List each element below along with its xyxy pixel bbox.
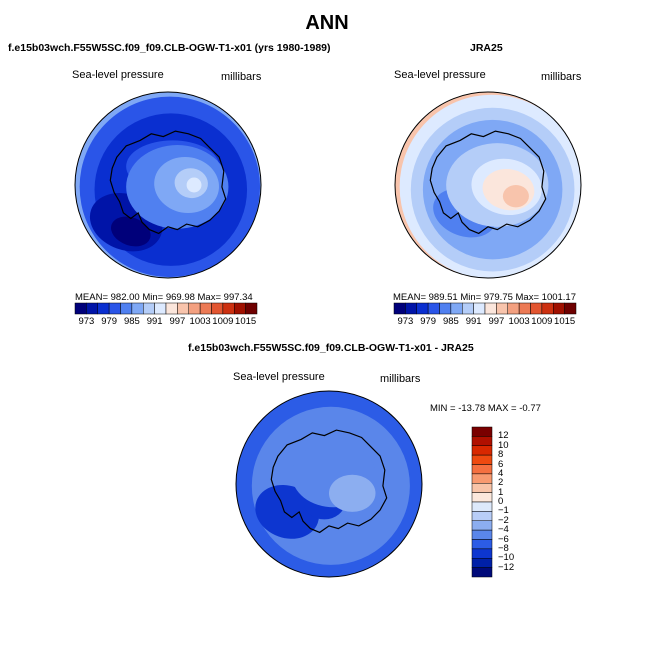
panel-3-cbar-box-7 <box>471 492 493 503</box>
panel-3-contour-5 <box>329 474 376 512</box>
panel-3-cbar-tick-label: −2 <box>498 514 509 526</box>
panel-3-cbar-box-13 <box>471 548 493 559</box>
panel-3-map-border <box>235 390 423 578</box>
panel-3-cbar-tick-label: 1 <box>498 486 504 498</box>
panel-3-cbar-box-4 <box>471 464 493 475</box>
panel-1-cbar-tick-label: 1009 <box>212 316 234 327</box>
panel-3-units-label: millibars <box>380 373 421 385</box>
panel-1-cbar-tick-label: 1003 <box>189 316 211 327</box>
panel-1-cbar-tick-label: 973 <box>78 316 95 327</box>
panel-3-cbar-box-2 <box>471 445 493 456</box>
panel-3-cbar-box-5 <box>471 473 493 484</box>
panel-1-stats: MEAN= 982.00 Min= 969.98 Max= 997.34 <box>75 292 253 303</box>
panel-3-cbar-box-12 <box>471 539 493 550</box>
panel-2-title: JRA25 <box>470 42 503 54</box>
panel-2-cbar-tick-label: 1015 <box>554 316 576 327</box>
panel-1-cbar-tick-label: 997 <box>169 316 186 327</box>
panel-2-map-border <box>394 91 582 279</box>
panel-3-cbar-box-9 <box>471 511 493 521</box>
panel-1-cbar-tick-label: 979 <box>101 316 118 327</box>
panel-3-contour-2 <box>255 485 320 539</box>
panel-3-cbar-box-11 <box>471 529 493 540</box>
panel-3-cbar-tick-label: 12 <box>498 430 509 442</box>
panel-2-cbar-box-15 <box>564 302 577 315</box>
panel-3-cbar-tick-label: −12 <box>498 561 515 573</box>
panel-1-variable-label: Sea-level pressure <box>72 69 164 81</box>
panel-1-cbar-tick-label: 1015 <box>235 316 257 327</box>
panel-2-stats: MEAN= 989.51 Min= 979.75 Max= 1001.17 <box>393 292 576 303</box>
panel-3-cbar-tick-label: −6 <box>498 533 509 545</box>
panel-2-cbar-tick-label: 1009 <box>531 316 553 327</box>
panel-3-cbar-tick-label: −4 <box>498 524 509 536</box>
panel-3-cbar-tick-label: −1 <box>498 505 509 517</box>
panel-3-cbar-box-10 <box>471 520 493 531</box>
panel-3-cbar-box-1 <box>471 436 493 446</box>
panel-2-cbar-tick-label: 1003 <box>508 316 530 327</box>
panel-3-variable-label: Sea-level pressure <box>233 371 325 383</box>
panel-2-contour-8 <box>502 185 529 208</box>
panel-1-coastline <box>109 130 227 235</box>
panel-1-field <box>75 92 261 278</box>
panel-1-cbar-box-15 <box>245 302 258 315</box>
panel-2-coastline <box>429 130 547 235</box>
panel-3-cbar-tick-label: −10 <box>498 552 515 564</box>
panel-2-field <box>395 92 581 278</box>
panel-3-cbar-box-8 <box>471 501 493 512</box>
panel-3-cbar-tick-label: 0 <box>498 496 504 507</box>
figure-title: ANN <box>305 12 349 34</box>
panel-1-contour-9 <box>186 177 202 193</box>
panel-2-cbar-tick-label: 985 <box>442 316 459 327</box>
panel-3-cbar-box-15 <box>471 567 493 578</box>
panel-2-variable-label: Sea-level pressure <box>394 69 486 81</box>
panel-3-cbar-tick-label: −8 <box>498 542 509 554</box>
panel-1-cbar-tick-label: 991 <box>146 316 163 327</box>
panel-1-contour-4 <box>110 216 151 247</box>
panel-3-cbar-tick-label: 2 <box>498 477 504 489</box>
panel-3-cbar-tick-label: 10 <box>498 439 509 451</box>
panel-3-cbar-tick-label: 8 <box>498 449 504 461</box>
panel-3-cbar-tick-label: 6 <box>498 458 504 470</box>
panel-1-units-label: millibars <box>221 71 262 83</box>
panel-3-cbar-tick-label: 4 <box>498 467 504 479</box>
panel-1-map-border <box>74 91 262 279</box>
panel-3-cbar-box-3 <box>471 454 493 465</box>
panel-3-coastline <box>270 429 388 534</box>
panel-3-cbar-box-0 <box>471 426 493 437</box>
panel-2-cbar-tick-label: 997 <box>488 316 505 327</box>
panel-2-cbar-tick-label: 991 <box>465 316 482 327</box>
panel-3-cbar-box-14 <box>471 558 493 568</box>
panel-3-stats: MIN = -13.78 MAX = -0.77 <box>430 403 541 414</box>
panel-3-title: f.e15b03wch.F55W5SC.f09_f09.CLB-OGW-T1-x… <box>188 342 474 354</box>
panel-2-cbar-tick-label: 979 <box>420 316 437 327</box>
panel-3-field <box>236 391 422 577</box>
panel-2-cbar-tick-label: 973 <box>397 316 414 327</box>
panel-3-cbar-box-6 <box>471 483 493 493</box>
panel-1-title: f.e15b03wch.F55W5SC.f09_f09.CLB-OGW-T1-x… <box>8 42 331 54</box>
panel-2-units-label: millibars <box>541 71 582 83</box>
panel-1-cbar-tick-label: 985 <box>123 316 140 327</box>
